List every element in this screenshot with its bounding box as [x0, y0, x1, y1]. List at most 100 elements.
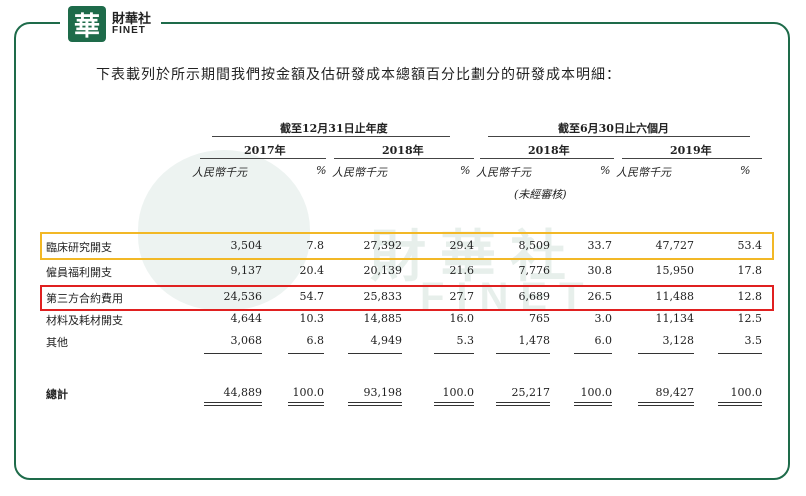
table-row-third-party: 第三方合約費用 24,536 54.7 25,833 27.7 6,689 26…: [46, 288, 762, 307]
unit-rmb-2019-half: 人民幣千元: [616, 166, 671, 179]
table-row-employee: 僱員福利開支 9,137 20.4 20,139 21.6 7,776 30.8…: [46, 262, 762, 281]
table-row-clinical: 臨床研究開支 3,504 7.8 27,392 29.4 8,509 33.7 …: [46, 237, 762, 256]
total-double-rule: [638, 405, 694, 406]
cell-2018h-pct: 33.7: [587, 239, 613, 252]
finet-logo-text: 財華社 FINET: [112, 13, 151, 36]
cell-2019h-pct: 12.8: [737, 290, 763, 303]
total-double-rule: [434, 402, 474, 403]
header-2019-half-rule: [622, 158, 762, 159]
total-double-rule: [348, 402, 402, 403]
cell-2018-rmb: 14,885: [363, 312, 403, 325]
cell-2018h-rmb: 765: [529, 312, 550, 325]
cell-2017-rmb: 9,137: [230, 264, 263, 277]
total-double-rule: [638, 402, 694, 403]
unit-rmb-2018: 人民幣千元: [332, 166, 387, 179]
unit-pct-2019-half: %: [740, 164, 751, 177]
logo-en: FINET: [112, 24, 146, 36]
total-double-rule: [718, 402, 762, 403]
subtotal-rule: [204, 353, 262, 354]
cell-2017-rmb: 3,068: [230, 334, 263, 347]
highlight-box-clinical: [40, 232, 774, 260]
unit-rmb-2017: 人民幣千元: [192, 166, 247, 179]
cell-2018h-rmb: 25,217: [511, 386, 551, 399]
cell-2018-pct: 27.7: [449, 290, 475, 303]
subtotal-rule: [638, 353, 694, 354]
cell-2018-rmb: 4,949: [370, 334, 403, 347]
header-2018-half: 2018年: [528, 144, 570, 157]
cell-2018-rmb: 25,833: [363, 290, 403, 303]
table-row-total: 總計 44,889 100.0 93,198 100.0 25,217 100.…: [46, 384, 762, 403]
total-double-rule: [496, 405, 550, 406]
row-label: 臨床研究開支: [46, 241, 112, 254]
cell-2018-pct: 21.6: [449, 264, 475, 277]
cell-2018h-rmb: 8,509: [518, 239, 551, 252]
total-double-rule: [204, 402, 262, 403]
total-double-rule: [574, 402, 612, 403]
cell-2019h-pct: 3.5: [744, 334, 763, 347]
cell-2018h-rmb: 1,478: [518, 334, 551, 347]
subtotal-rule: [496, 353, 550, 354]
cell-2018h-rmb: 7,776: [518, 264, 551, 277]
unit-pct-2018: %: [460, 164, 471, 177]
cell-2017-rmb: 44,889: [223, 386, 263, 399]
total-double-rule: [496, 402, 550, 403]
table-row-other: 其他 3,068 6.8 4,949 5.3 1,478 6.0 3,128 3…: [46, 332, 762, 351]
cell-2018-rmb: 93,198: [363, 386, 403, 399]
unit-rmb-2018-half: 人民幣千元: [476, 166, 531, 179]
watermark-logo-mark: [138, 150, 310, 310]
cell-2018h-pct: 100.0: [580, 386, 613, 399]
content-frame: [14, 22, 790, 480]
cell-2019h-rmb: 89,427: [655, 386, 695, 399]
total-double-rule: [718, 405, 762, 406]
cell-2017-rmb: 3,504: [230, 239, 263, 252]
header-group-year: 截至12月31日止年度: [280, 122, 388, 135]
total-double-rule: [434, 405, 474, 406]
header-group-half-rule: [488, 136, 750, 137]
total-double-rule: [348, 405, 402, 406]
cell-2019h-pct: 53.4: [737, 239, 763, 252]
cell-2019h-rmb: 3,128: [662, 334, 695, 347]
row-label: 材料及耗材開支: [46, 314, 123, 327]
unit-pct-2017: %: [316, 164, 327, 177]
cell-2019h-pct: 12.5: [737, 312, 763, 325]
cell-2019h-rmb: 11,488: [655, 290, 695, 303]
intro-text: 下表載列於所示期間我們按金額及估研發成本總額百分比劃分的研發成本明細：: [96, 67, 621, 83]
cell-2017-rmb: 24,536: [223, 290, 263, 303]
subtotal-rule: [574, 353, 612, 354]
cell-2017-pct: 100.0: [292, 386, 325, 399]
cell-2018h-pct: 26.5: [587, 290, 613, 303]
total-double-rule: [288, 405, 324, 406]
header-2017: 2017年: [244, 144, 286, 157]
cell-2018h-pct: 6.0: [594, 334, 613, 347]
watermark-en: FINET: [420, 275, 596, 319]
header-2018-rule: [334, 158, 474, 159]
subtotal-rule: [348, 353, 402, 354]
cell-2018h-pct: 30.8: [587, 264, 613, 277]
cell-2019h-pct: 17.8: [737, 264, 763, 277]
subtotal-rule: [718, 353, 762, 354]
cell-2019h-rmb: 15,950: [655, 264, 695, 277]
highlight-box-third-party: [40, 285, 774, 311]
table-row-materials: 材料及耗材開支 4,644 10.3 14,885 16.0 765 3.0 1…: [46, 310, 762, 329]
cell-2017-pct: 6.8: [306, 334, 325, 347]
watermark-cn: 財華社: [370, 225, 580, 290]
logo-cn: 財華社: [112, 11, 152, 27]
unit-pct-2018-half: %: [600, 164, 611, 177]
finet-logo: 華 財華社 FINET: [60, 4, 162, 44]
cell-2019h-rmb: 47,727: [655, 239, 695, 252]
header-2019-half: 2019年: [670, 144, 712, 157]
finet-logo-mark: 華: [68, 6, 106, 42]
cell-2019h-rmb: 11,134: [655, 312, 695, 325]
subtotal-rule: [434, 353, 474, 354]
cell-2018-pct: 100.0: [442, 386, 475, 399]
cell-2018-rmb: 20,139: [363, 264, 403, 277]
total-double-rule: [574, 405, 612, 406]
header-group-year-rule: [212, 136, 450, 137]
header-2017-rule: [200, 158, 326, 159]
row-label: 僱員福利開支: [46, 266, 112, 279]
cell-2019h-pct: 100.0: [730, 386, 763, 399]
cell-2017-rmb: 4,644: [230, 312, 263, 325]
total-double-rule: [204, 405, 262, 406]
total-double-rule: [288, 402, 324, 403]
cell-2018-pct: 16.0: [449, 312, 475, 325]
